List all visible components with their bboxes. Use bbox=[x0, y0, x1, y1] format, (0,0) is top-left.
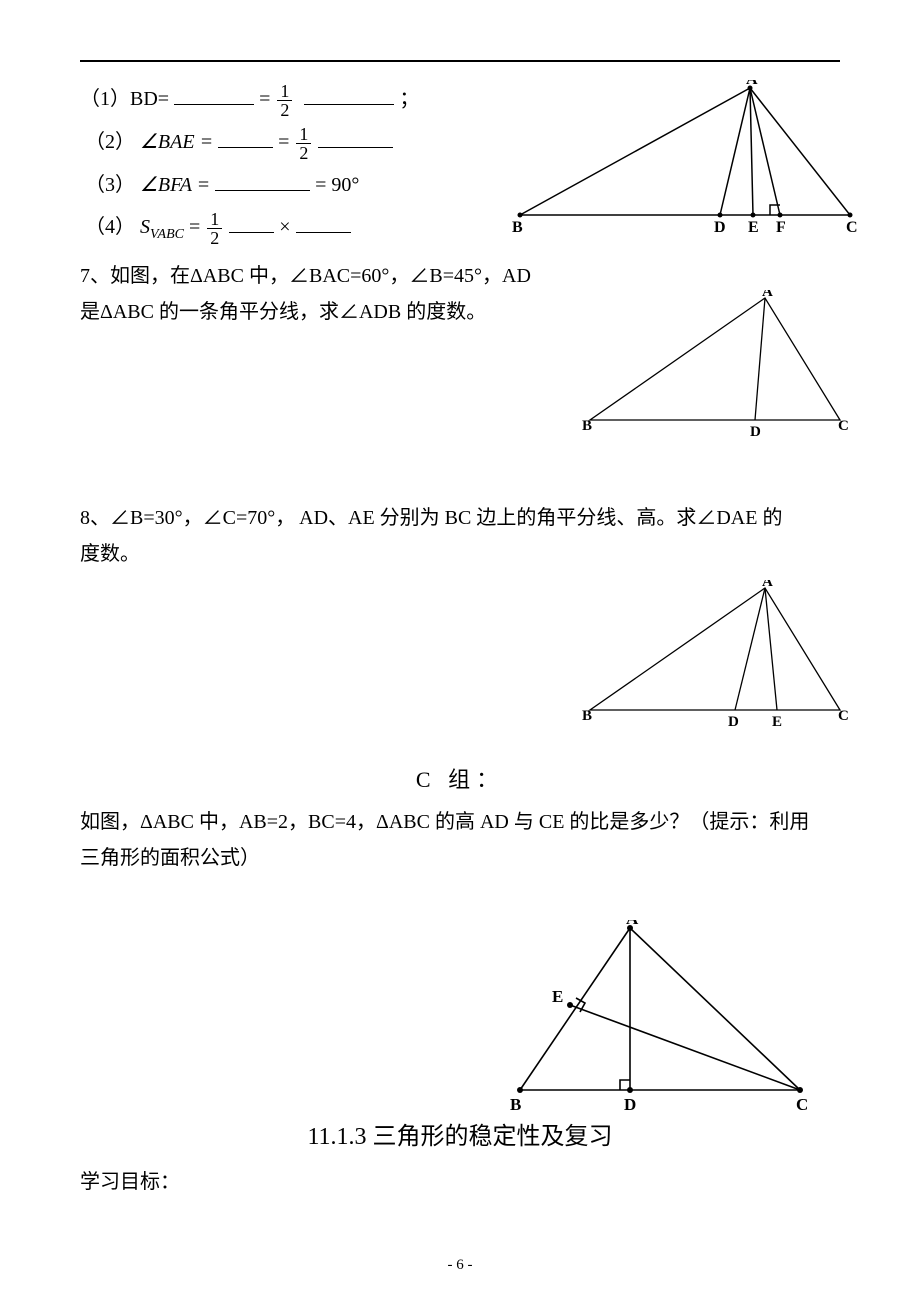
q6-1-tail: ； bbox=[399, 88, 419, 110]
q8-line1: 8、∠B=30°，∠C=70°， AD、AE 分别为 BC 边上的角平分线、高。… bbox=[80, 500, 840, 536]
label-C: C bbox=[838, 708, 849, 724]
q6-3-val: = 90° bbox=[315, 174, 359, 196]
q8: 8、∠B=30°，∠C=70°， AD、AE 分别为 BC 边上的角平分线、高。… bbox=[80, 500, 840, 572]
q7: 7、如图，在ΔABC 中，∠BAC=60°，∠B=45°，AD 是ΔABC 的一… bbox=[80, 258, 560, 330]
figure-q8: A B C D E bbox=[580, 580, 860, 740]
figure-groupc: A B C D E bbox=[500, 920, 820, 1125]
page-number: - 6 - bbox=[0, 1257, 920, 1274]
q6-4-eq: = bbox=[189, 216, 200, 238]
label-F: F bbox=[776, 219, 786, 236]
q6-2-angle: ∠BAE = bbox=[140, 131, 213, 153]
q6-1-label: （1）BD= bbox=[80, 88, 169, 110]
label-D: D bbox=[714, 219, 726, 236]
label-C: C bbox=[838, 418, 849, 434]
gc-line1: 如图，ΔABC 中，AB=2，BC=4，ΔABC 的高 AD 与 CE 的比是多… bbox=[80, 804, 840, 840]
frac-num: 1 bbox=[277, 82, 292, 101]
q6-1-eq: = bbox=[259, 88, 270, 110]
q6-3-angle: ∠BFA = bbox=[140, 174, 210, 196]
figure-q7: A B C D bbox=[580, 290, 860, 450]
label-A: A bbox=[762, 290, 773, 300]
label-A: A bbox=[746, 80, 758, 88]
q6-4-times: × bbox=[279, 216, 290, 238]
q6-4-label: （4） bbox=[85, 216, 135, 238]
label-B: B bbox=[512, 219, 523, 236]
label-D: D bbox=[750, 424, 761, 440]
frac-den-3: 2 bbox=[207, 229, 222, 247]
q6-2-label: （2） bbox=[85, 131, 135, 153]
group-c-text: 如图，ΔABC 中，AB=2，BC=4，ΔABC 的高 AD 与 CE 的比是多… bbox=[80, 804, 840, 876]
q6-3-label: （3） bbox=[85, 174, 135, 196]
figure-q6: A B C D E F bbox=[510, 80, 880, 255]
label-B: B bbox=[510, 1095, 521, 1114]
label-A: A bbox=[762, 580, 773, 590]
group-c-title: C 组： bbox=[80, 762, 840, 794]
q8-line2: 度数。 bbox=[80, 536, 840, 572]
gc-line2: 三角形的面积公式） bbox=[80, 840, 840, 876]
q7-line2: 是ΔABC 的一条角平分线，求∠ADB 的度数。 bbox=[80, 294, 560, 330]
label-E: E bbox=[772, 714, 782, 730]
label-D: D bbox=[624, 1095, 636, 1114]
label-C: C bbox=[846, 219, 858, 236]
q6-4-sub: VABC bbox=[150, 227, 184, 242]
label-D: D bbox=[728, 714, 739, 730]
top-rule bbox=[80, 60, 840, 62]
frac-den-2: 2 bbox=[296, 144, 311, 162]
frac-num-3: 1 bbox=[207, 210, 222, 229]
label-B: B bbox=[582, 418, 592, 434]
label-E: E bbox=[552, 987, 563, 1006]
label-C: C bbox=[796, 1095, 808, 1114]
label-A: A bbox=[626, 920, 639, 928]
sub-heading: 学习目标： bbox=[80, 1165, 840, 1194]
frac-num-2: 1 bbox=[296, 125, 311, 144]
q6-2-eq: = bbox=[278, 131, 289, 153]
q6-4-s: S bbox=[140, 216, 150, 238]
label-E: E bbox=[748, 219, 759, 236]
label-B: B bbox=[582, 708, 592, 724]
q7-line1: 7、如图，在ΔABC 中，∠BAC=60°，∠B=45°，AD bbox=[80, 258, 560, 294]
frac-den: 2 bbox=[277, 101, 292, 119]
